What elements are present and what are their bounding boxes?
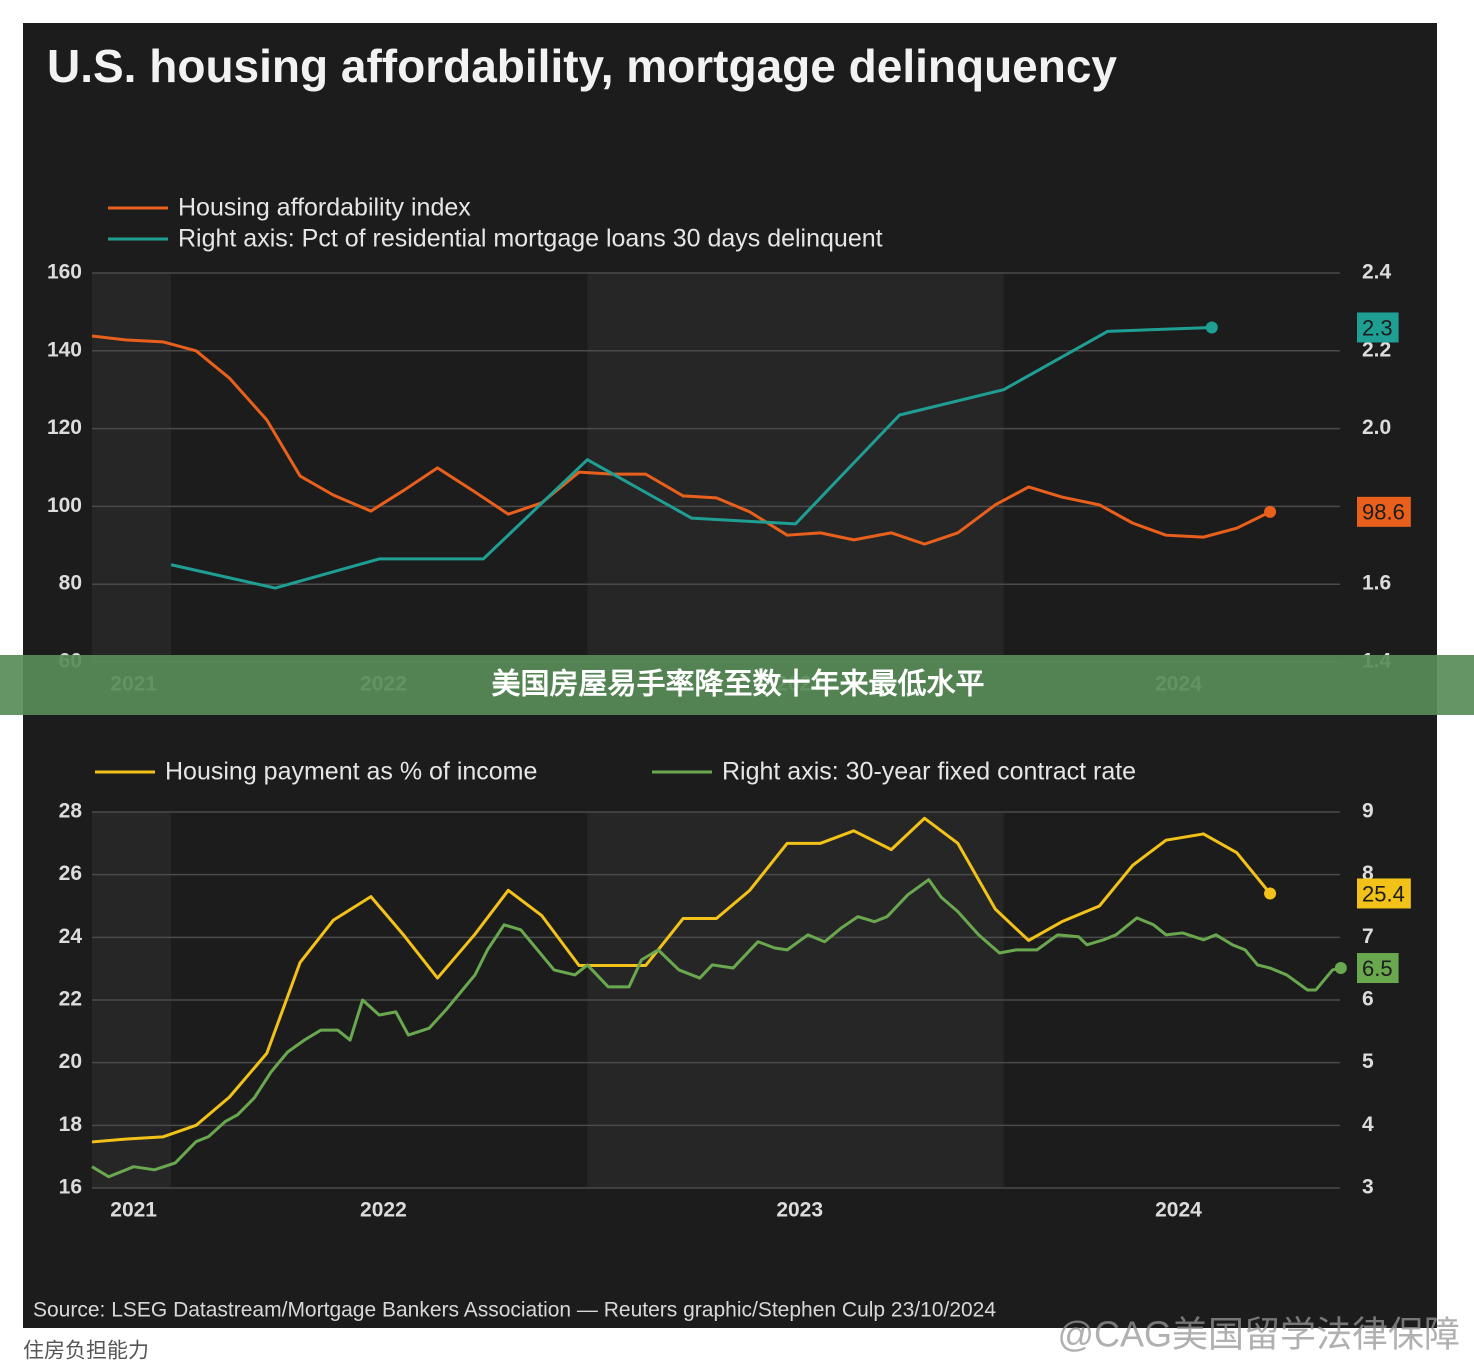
end-dot (1264, 505, 1277, 518)
y-tick-label: 120 (47, 416, 82, 439)
value-label-box (1357, 312, 1399, 343)
value-label: 98.6 (1362, 500, 1405, 525)
value-label: 25.4 (1362, 881, 1405, 906)
series-line (91, 334, 1271, 546)
year-band (92, 273, 172, 662)
legend-label: Housing affordability index (178, 194, 471, 222)
value-label-box (1357, 878, 1411, 909)
y-tick-label: 28 (59, 800, 83, 823)
y-tick-label: 22 (59, 988, 82, 1011)
banner: 美国房屋易手率降至数十年来最低水平 (491, 667, 984, 701)
end-dot (1205, 321, 1218, 334)
y-tick-label: 16 (59, 1176, 82, 1199)
series-line (170, 325, 1212, 590)
source: Source: LSEG Datastream/Mortgage Bankers… (33, 1299, 996, 1322)
value-label-box (1357, 953, 1399, 984)
y-tick-label: 26 (59, 862, 82, 885)
caption: 住房负担能力 (23, 1340, 149, 1363)
series-line (91, 816, 1272, 1144)
x-tick-label: 2023 (776, 1199, 823, 1222)
watermark: @CAG美国留学法律保障 (1057, 1314, 1460, 1355)
chart-title: U.S. housing affordability, mortgage del… (47, 40, 1117, 92)
year-band (587, 273, 1004, 662)
value-label-box (1357, 496, 1411, 527)
y2-tick-label: 2.0 (1362, 416, 1391, 439)
y2-tick-label: 2.4 (1362, 261, 1392, 284)
y2-tick-label: 6 (1362, 988, 1374, 1011)
legend-label: Housing payment as % of income (165, 758, 537, 786)
y2-tick-label: 1.6 (1362, 572, 1391, 595)
y2-tick-label: 4 (1362, 1113, 1374, 1136)
y-tick-label: 20 (59, 1050, 82, 1073)
value-label: 2.3 (1362, 315, 1393, 340)
x-tick-label: 2021 (110, 1199, 157, 1222)
legend-label: Right axis: Pct of residential mortgage … (178, 225, 883, 253)
legend-label: Right axis: 30-year fixed contract rate (722, 758, 1136, 786)
y-tick-label: 18 (59, 1113, 83, 1136)
charts: 60801001201401601.41.61.82.02.22.4202120… (47, 194, 1411, 1222)
y2-tick-label: 7 (1362, 925, 1374, 948)
y-tick-label: 140 (47, 338, 82, 361)
series-line (91, 878, 1342, 1179)
banner-bg (0, 655, 1474, 715)
y2-tick-label: 2.2 (1362, 338, 1391, 361)
y2-tick-label: 9 (1362, 800, 1374, 823)
x-tick-label: 2024 (1155, 1199, 1202, 1222)
y-tick-label: 160 (47, 261, 82, 284)
y-tick-label: 80 (59, 572, 82, 595)
y-tick-label: 100 (47, 494, 82, 517)
end-dot (1334, 962, 1347, 975)
x-tick-label: 2022 (360, 1199, 407, 1222)
y2-tick-label: 5 (1362, 1050, 1374, 1073)
y-tick-label: 24 (59, 925, 83, 948)
end-dot (1264, 887, 1277, 900)
value-label: 6.5 (1362, 956, 1393, 981)
y2-tick-label: 3 (1362, 1176, 1374, 1199)
